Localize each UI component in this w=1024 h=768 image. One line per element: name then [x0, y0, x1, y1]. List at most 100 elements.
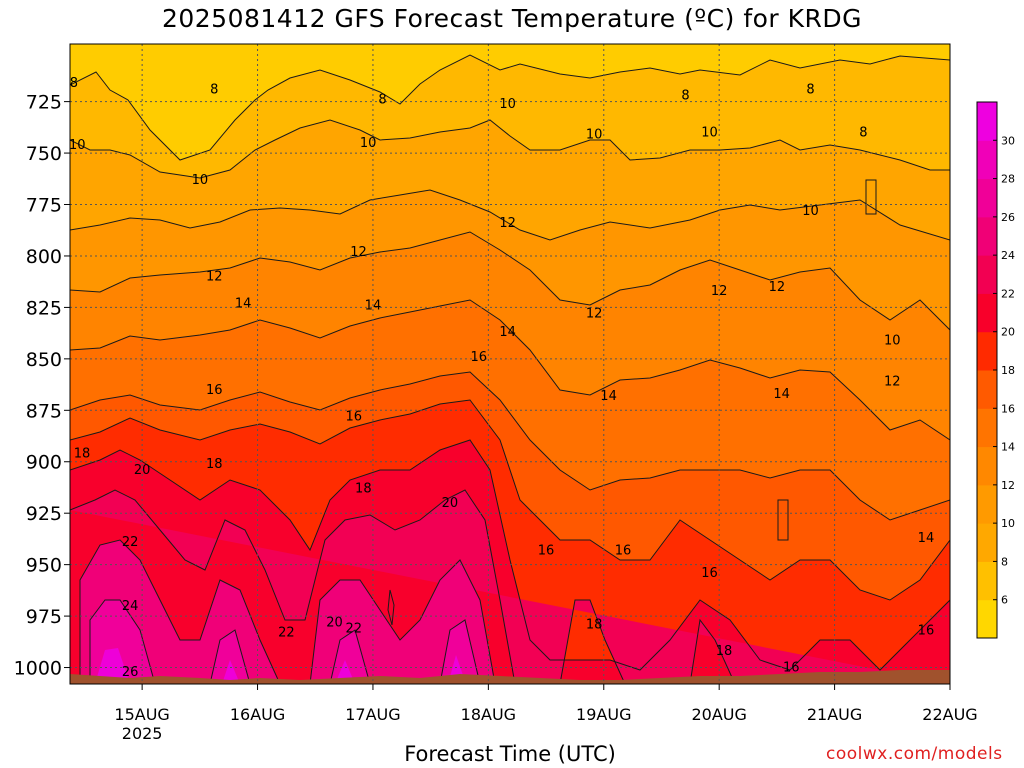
- contour-label: 14: [773, 387, 790, 402]
- colorbar-segment: [977, 102, 997, 141]
- contour-label: 22: [122, 535, 139, 550]
- source-credit[interactable]: coolwx.com/models: [826, 744, 1003, 764]
- colorbar-tick-label: 18: [1001, 364, 1015, 377]
- contour-label: 16: [470, 350, 487, 365]
- x-tick-label: 20AUG: [691, 705, 746, 724]
- colorbar-tick-label: 26: [1001, 211, 1015, 224]
- x-tick-label: 15AUG: [114, 705, 169, 724]
- colorbar-segment: [977, 484, 997, 524]
- y-tick-label: 950: [26, 555, 62, 577]
- contour-label: 8: [806, 82, 814, 97]
- y-tick-label: 750: [26, 143, 62, 165]
- contour-label: 14: [499, 325, 516, 340]
- contour-label: 16: [701, 566, 718, 581]
- contour-label: 14: [365, 298, 382, 313]
- colorbar-segment: [977, 370, 997, 409]
- colorbar-tick-label: 20: [1001, 326, 1015, 339]
- contour-label: 8: [70, 76, 78, 91]
- contour-label: 12: [586, 307, 603, 322]
- contour-label: 16: [918, 624, 935, 639]
- contour-label: 10: [192, 173, 209, 188]
- contour-label: 10: [884, 333, 901, 348]
- contour-lines: [70, 54, 950, 684]
- contour-label: 12: [350, 245, 367, 260]
- x-tick-label: 16AUG: [230, 705, 285, 724]
- contour-label: 22: [345, 622, 362, 637]
- contour-label: 18: [716, 644, 733, 659]
- ground-surface: [70, 670, 950, 684]
- y-tick-label: 975: [26, 606, 62, 628]
- contour-label: 10: [586, 128, 603, 143]
- y-tick-label: 850: [26, 349, 62, 371]
- contour-label: 16: [783, 661, 800, 676]
- y-tick-label: 825: [26, 297, 62, 319]
- x-tick-label: 21AUG: [807, 705, 862, 724]
- y-tick-label: 900: [26, 452, 62, 474]
- colorbar-segment: [977, 178, 997, 218]
- y-tick-label: 800: [26, 246, 62, 268]
- contour-label: 12: [206, 270, 223, 285]
- contour-label: 18: [355, 482, 372, 497]
- contour-label: 20: [442, 496, 459, 511]
- y-tick-label: 775: [26, 195, 62, 217]
- contour-label: 10: [360, 136, 377, 151]
- y-axis: 725 750 775 800 825 850 875 900 925 950 975 1000: [14, 92, 70, 680]
- contour-label: 20: [134, 463, 151, 478]
- contour-label: 18: [586, 617, 603, 632]
- y-tick-label: 925: [26, 503, 62, 525]
- x-tick-sublabel: 2025: [122, 724, 163, 743]
- contour-label: 8: [859, 126, 867, 141]
- band-28: [90, 600, 480, 684]
- colorbar-segment: [977, 446, 997, 486]
- colorbar-tick-label: 12: [1001, 479, 1015, 492]
- colorbar: 6 8 10 12 14 16 18 20 22 24 26 28 30: [976, 101, 1015, 639]
- contour-label: 20: [326, 615, 343, 630]
- colorbar-tick-label: 6: [1001, 594, 1008, 607]
- colorbar-segment: [977, 216, 997, 256]
- contour-label: 10: [802, 204, 819, 219]
- contour-label: 16: [615, 543, 632, 558]
- contour-label: 14: [600, 389, 617, 404]
- contour-label: 18: [206, 457, 223, 472]
- contour-label: 16: [538, 543, 555, 558]
- contour-label: 14: [235, 296, 252, 311]
- y-tick-label: 875: [26, 400, 62, 422]
- contour-label: 24: [122, 599, 139, 614]
- contour-label: 8: [681, 89, 689, 104]
- colorbar-segment: [977, 408, 997, 448]
- contour-label: 22: [278, 626, 295, 641]
- colorbar-tick-label: 22: [1001, 287, 1015, 300]
- x-tick-label: 19AUG: [576, 705, 631, 724]
- y-tick-label: 725: [26, 92, 62, 114]
- colorbar-segment: [977, 255, 997, 294]
- plot-frame: [69, 43, 951, 685]
- contour-label: 18: [74, 447, 91, 462]
- contour-label: 12: [769, 280, 786, 295]
- x-axis-label: Forecast Time (UTC): [404, 742, 616, 766]
- contour-label: 8: [378, 93, 386, 108]
- contour-label: 10: [69, 138, 86, 153]
- y-tick-label: 1000: [14, 658, 62, 680]
- contour-labels: 8 8 8 10 8 8 8 10 10 10 10 10 10 12 12 12 12 12 12 14 14 14 10…: [69, 76, 934, 680]
- contour-label: 10: [701, 126, 718, 141]
- contour-label: 26: [122, 665, 139, 680]
- contour-label: 16: [206, 383, 223, 398]
- band-24: [70, 490, 950, 684]
- contour-label: 14: [918, 531, 935, 546]
- colorbar-segment: [977, 140, 997, 180]
- contour-label: 10: [499, 97, 516, 112]
- chart-title: 2025081412 GFS Forecast Temperature (ºC)…: [161, 4, 863, 33]
- contour-label: 16: [345, 410, 362, 425]
- colorbar-tick-label: 14: [1001, 441, 1015, 454]
- colorbar-segment: [977, 561, 997, 601]
- colorbar-tick-label: 16: [1001, 402, 1015, 415]
- colorbar-tick-label: 30: [1001, 134, 1015, 147]
- plot-area: [70, 44, 950, 684]
- contour-label: 12: [499, 216, 516, 231]
- colorbar-tick-label: 8: [1001, 555, 1008, 568]
- colorbar-segment: [977, 523, 997, 562]
- colorbar-tick-label: 10: [1001, 517, 1015, 530]
- x-tick-label: 18AUG: [461, 705, 516, 724]
